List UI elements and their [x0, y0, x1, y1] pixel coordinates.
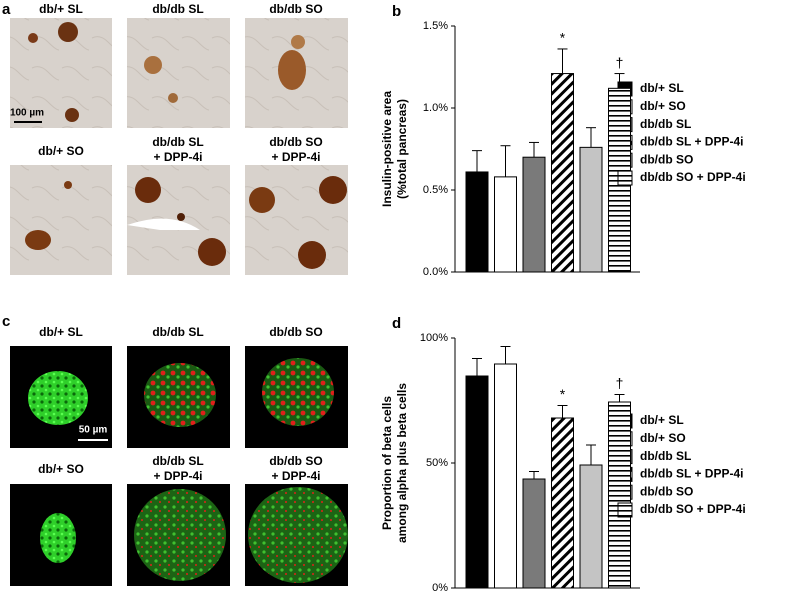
image-label: db/db SL: [152, 325, 203, 339]
image-label: db/+ SL: [39, 325, 83, 339]
panel-letter: b: [392, 3, 401, 20]
legend-label: db/db SO: [640, 484, 693, 498]
bar: [579, 146, 603, 273]
bar: [522, 156, 546, 273]
y-tick-label: 100%: [420, 332, 448, 344]
scale-bar-label: 100 µm: [10, 108, 44, 119]
significance-mark: *: [560, 30, 566, 46]
legend-label: db/+ SO: [640, 99, 686, 113]
image-label: db/+ SO: [38, 462, 84, 476]
legend-label: db/+ SL: [640, 413, 684, 427]
bar: [551, 73, 574, 273]
bar: [465, 375, 489, 589]
panel-letter: d: [392, 315, 401, 332]
legend-label: db/db SO + DPP-4i: [640, 502, 746, 516]
image-label: db/db SO: [269, 135, 322, 149]
legend-label: db/+ SL: [640, 81, 684, 95]
bar: [494, 176, 517, 273]
bar: [522, 478, 546, 589]
image-label: db/db SO: [269, 454, 322, 468]
image-label: + DPP-4i: [271, 150, 320, 164]
image-label: db/db SO: [269, 2, 322, 16]
bar: [465, 171, 489, 273]
y-axis-title: among alpha plus beta cells: [395, 383, 409, 543]
legend-label: db/db SL: [640, 117, 691, 131]
bar: [579, 464, 603, 589]
image-label: + DPP-4i: [153, 150, 202, 164]
micrograph-c: [10, 346, 348, 586]
y-axis-title: Proportion of beta cells: [380, 396, 394, 530]
y-tick-label: 0.5%: [423, 184, 448, 196]
y-tick-label: 1.5%: [423, 20, 448, 32]
bar: [551, 417, 574, 589]
image-label: db/db SO: [269, 325, 322, 339]
scale-bar-label: 50 µm: [79, 425, 108, 436]
image-label: db/+ SO: [38, 144, 84, 158]
bar: [608, 401, 631, 589]
image-label: db/db SL: [152, 2, 203, 16]
legend-label: db/db SL + DPP-4i: [640, 467, 743, 481]
significance-mark: *: [560, 386, 566, 402]
significance-mark: †: [616, 375, 624, 391]
legend-label: db/db SO: [640, 152, 693, 166]
legend-swatch: [617, 170, 633, 186]
panel-letter: c: [2, 313, 10, 330]
image-label: db/+ SL: [39, 2, 83, 16]
image-label: + DPP-4i: [271, 469, 320, 483]
y-tick-label: 1.0%: [423, 102, 448, 114]
legend-swatch: [617, 502, 633, 518]
image-label: db/db SL: [152, 454, 203, 468]
micrograph-a: [10, 18, 348, 275]
legend-label: db/db SL: [640, 449, 691, 463]
panel-letter: a: [2, 1, 11, 18]
legend-label: db/db SL + DPP-4i: [640, 135, 743, 149]
bar: [494, 363, 517, 589]
image-label: + DPP-4i: [153, 469, 202, 483]
legend-label: db/+ SO: [640, 431, 686, 445]
y-axis-title: Insulin-positive area: [380, 91, 394, 207]
legend-label: db/db SO + DPP-4i: [640, 170, 746, 184]
significance-mark: †: [616, 54, 624, 70]
image-label: db/db SL: [152, 135, 203, 149]
y-tick-label: 50%: [426, 457, 448, 469]
y-tick-label: 0.0%: [423, 266, 448, 278]
y-axis-title: (%total pancreas): [395, 99, 409, 199]
y-tick-label: 0%: [432, 582, 448, 594]
